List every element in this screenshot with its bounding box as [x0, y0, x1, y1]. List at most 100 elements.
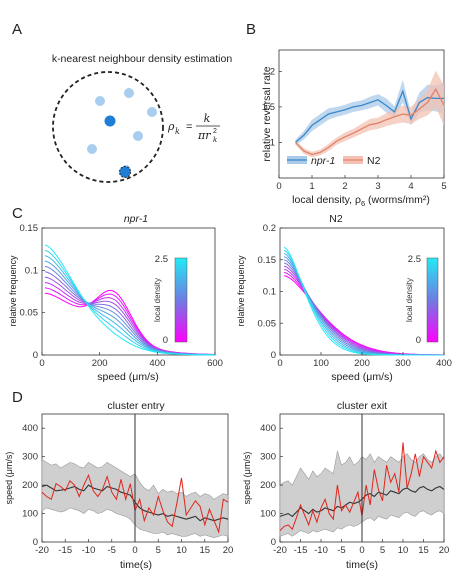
chart-d-left-xtick-label: -15 — [58, 545, 72, 556]
chart-d-right-xtick-label: 0 — [359, 545, 364, 556]
chart-c-right-ytick-label: 0 — [271, 350, 276, 361]
chart-d-left-xtick-label: 0 — [132, 545, 137, 556]
chart-b-ytick-label: 1.5 — [262, 102, 275, 113]
chart-c-left-density-curve — [44, 244, 215, 356]
kth-neighbour-dot — [119, 166, 131, 178]
panel-a-title: k-nearest neighbour density estimation — [52, 53, 233, 65]
chart-d-right-xtick-label: 5 — [380, 545, 385, 556]
colorbar-c-left-max: 2.5 — [155, 254, 168, 265]
chart-d-left-xtick-label: -5 — [108, 545, 116, 556]
chart-c-left-xtick-label: 0 — [39, 358, 44, 369]
chart-c-right-ytick-label: 0.15 — [258, 255, 277, 266]
chart-d-right-ytick-label: 100 — [260, 509, 276, 520]
chart-d-left-xtick-label: -10 — [82, 545, 96, 556]
neighbour-dot — [124, 88, 134, 98]
panel-label-b: B — [246, 21, 256, 38]
chart-b-ytick-label: 2 — [270, 66, 275, 77]
chart-c-left-ytick-label: 0 — [33, 350, 38, 361]
chart-d-right-xtick-label: 10 — [398, 545, 409, 556]
chart-d-right-xtick-label: -20 — [273, 545, 287, 556]
neighbour-dots — [87, 88, 157, 178]
legend-label-n2: N2 — [367, 155, 381, 167]
chart-c-right-ytick-label: 0.1 — [263, 287, 276, 298]
chart-d-right-ytick-label: 300 — [260, 452, 276, 463]
chart-c-left: npr-1 0 200 400 600 0 0.05 0.1 0.15 relative f… — [8, 213, 223, 383]
chart-b-xlabel-unit: (worms/mm²) — [365, 194, 430, 206]
error-band-npr1 — [295, 79, 444, 146]
chart-d-left-xtick-label: 15 — [199, 545, 210, 556]
chart-c-right-ytick-label: 0.2 — [263, 223, 276, 234]
focal-worm-dot — [104, 115, 116, 127]
chart-d-left-ytick-label: 400 — [22, 423, 38, 434]
chart-d-right-xlabel: time(s) — [346, 559, 378, 571]
panel-label-c: C — [12, 205, 23, 222]
colorbar-c-right — [426, 257, 439, 343]
chart-c-left-title: npr-1 — [124, 213, 148, 225]
chart-d-left-title: cluster entry — [107, 400, 165, 412]
formula-den-sub: k — [213, 136, 217, 144]
colorbar-c-left-min: 0 — [163, 335, 168, 346]
chart-c-right-xtick-label: 300 — [395, 358, 411, 369]
neighbour-dot — [147, 107, 157, 117]
chart-b-ylabel: relative reversal rate — [261, 66, 273, 161]
chart-b-xlabel: local density, ρ6 (worms/mm²) — [292, 194, 430, 208]
chart-d-right-ytick-label: 0 — [271, 537, 276, 548]
chart-d-left-ytick-label: 100 — [22, 509, 38, 520]
formula-den-sup: 2 — [213, 128, 217, 135]
chart-d-right-ytick-label: 200 — [260, 480, 276, 491]
colorbar-c-right-min: 0 — [416, 335, 421, 346]
series-line-n2 — [295, 87, 445, 156]
formula-lhs-sub: k — [175, 127, 180, 136]
chart-b-ytick-label: 1 — [270, 137, 275, 148]
formula-equals: = — [186, 121, 192, 133]
chart-c-right: N2 0 100 200 300 400 0 0.05 0.1 0.15 0.2 relativ… — [236, 213, 452, 383]
chart-d-left-ytick-label: 0 — [33, 537, 38, 548]
chart-c-right-xtick-label: 400 — [436, 358, 452, 369]
panel-label-a: A — [12, 21, 22, 38]
neighbour-dot — [95, 96, 105, 106]
chart-d-right: cluster exit -20 -15 -10 -5 0 5 10 15 20 0 100 200… — [242, 400, 449, 571]
chart-c-right-xtick-label: 0 — [277, 358, 282, 369]
chart-c-right-density-curve — [283, 246, 444, 356]
panel-label-d: D — [12, 389, 23, 406]
chart-c-left-ytick-label: 0.1 — [25, 265, 38, 276]
chart-b-xtick-label: 0 — [276, 181, 281, 192]
chart-d-left-xtick-label: -20 — [35, 545, 49, 556]
chart-c-right-xtick-label: 200 — [354, 358, 370, 369]
neighbour-dot — [133, 131, 143, 141]
formula-denominator: πr — [197, 129, 211, 142]
formula-numerator: k — [204, 112, 211, 125]
chart-d-left-ytick-label: 200 — [22, 480, 38, 491]
chart-c-left-xtick-label: 400 — [149, 358, 165, 369]
colorbar-c-left — [174, 257, 188, 343]
chart-c-right-ytick-label: 0.05 — [258, 318, 277, 329]
chart-d-right-xtick-label: -10 — [314, 545, 328, 556]
chart-d-left-xlabel: time(s) — [120, 559, 152, 571]
chart-d-left-ylabel: speed (μm/s) — [4, 452, 14, 505]
chart-d-left-ytick-label: 300 — [22, 452, 38, 463]
chart-d-right-xtick-label: -5 — [337, 545, 345, 556]
chart-c-left-ytick-label: 0.05 — [20, 308, 39, 319]
formula-lhs: ρ — [167, 120, 175, 133]
chart-d-left-xtick-label: 5 — [156, 545, 161, 556]
chart-c-right-xtick-label: 100 — [313, 358, 329, 369]
chart-c-right-title: N2 — [329, 213, 343, 225]
chart-c-left-xtick-label: 200 — [92, 358, 108, 369]
chart-d-right-ytick-label: 400 — [260, 423, 276, 434]
chart-d-right-title: cluster exit — [337, 400, 387, 412]
chart-b-xtick-label: 2 — [342, 181, 347, 192]
chart-b-xlabel-main: local density, ρ — [292, 194, 361, 206]
chart-c-right-ylabel: relative frequency — [236, 255, 246, 327]
chart-c-right-xlabel: speed (μm/s) — [331, 371, 392, 383]
legend-label-npr1: npr-1 — [311, 155, 335, 167]
chart-b: 0 1 2 3 4 5 1 1.5 2 relative reversal rate loca… — [261, 49, 447, 208]
colorbar-c-right-label: local density — [405, 278, 414, 322]
chart-c-left-xtick-label: 600 — [207, 358, 223, 369]
chart-b-legend: npr-1 N2 — [287, 155, 381, 167]
series-line-npr1 — [295, 89, 444, 143]
colorbar-c-right-max: 2.5 — [408, 254, 421, 265]
neighbour-dot — [87, 144, 97, 154]
colorbar-c-left-label: local density — [153, 278, 162, 322]
chart-d-left-xtick-label: 10 — [176, 545, 187, 556]
